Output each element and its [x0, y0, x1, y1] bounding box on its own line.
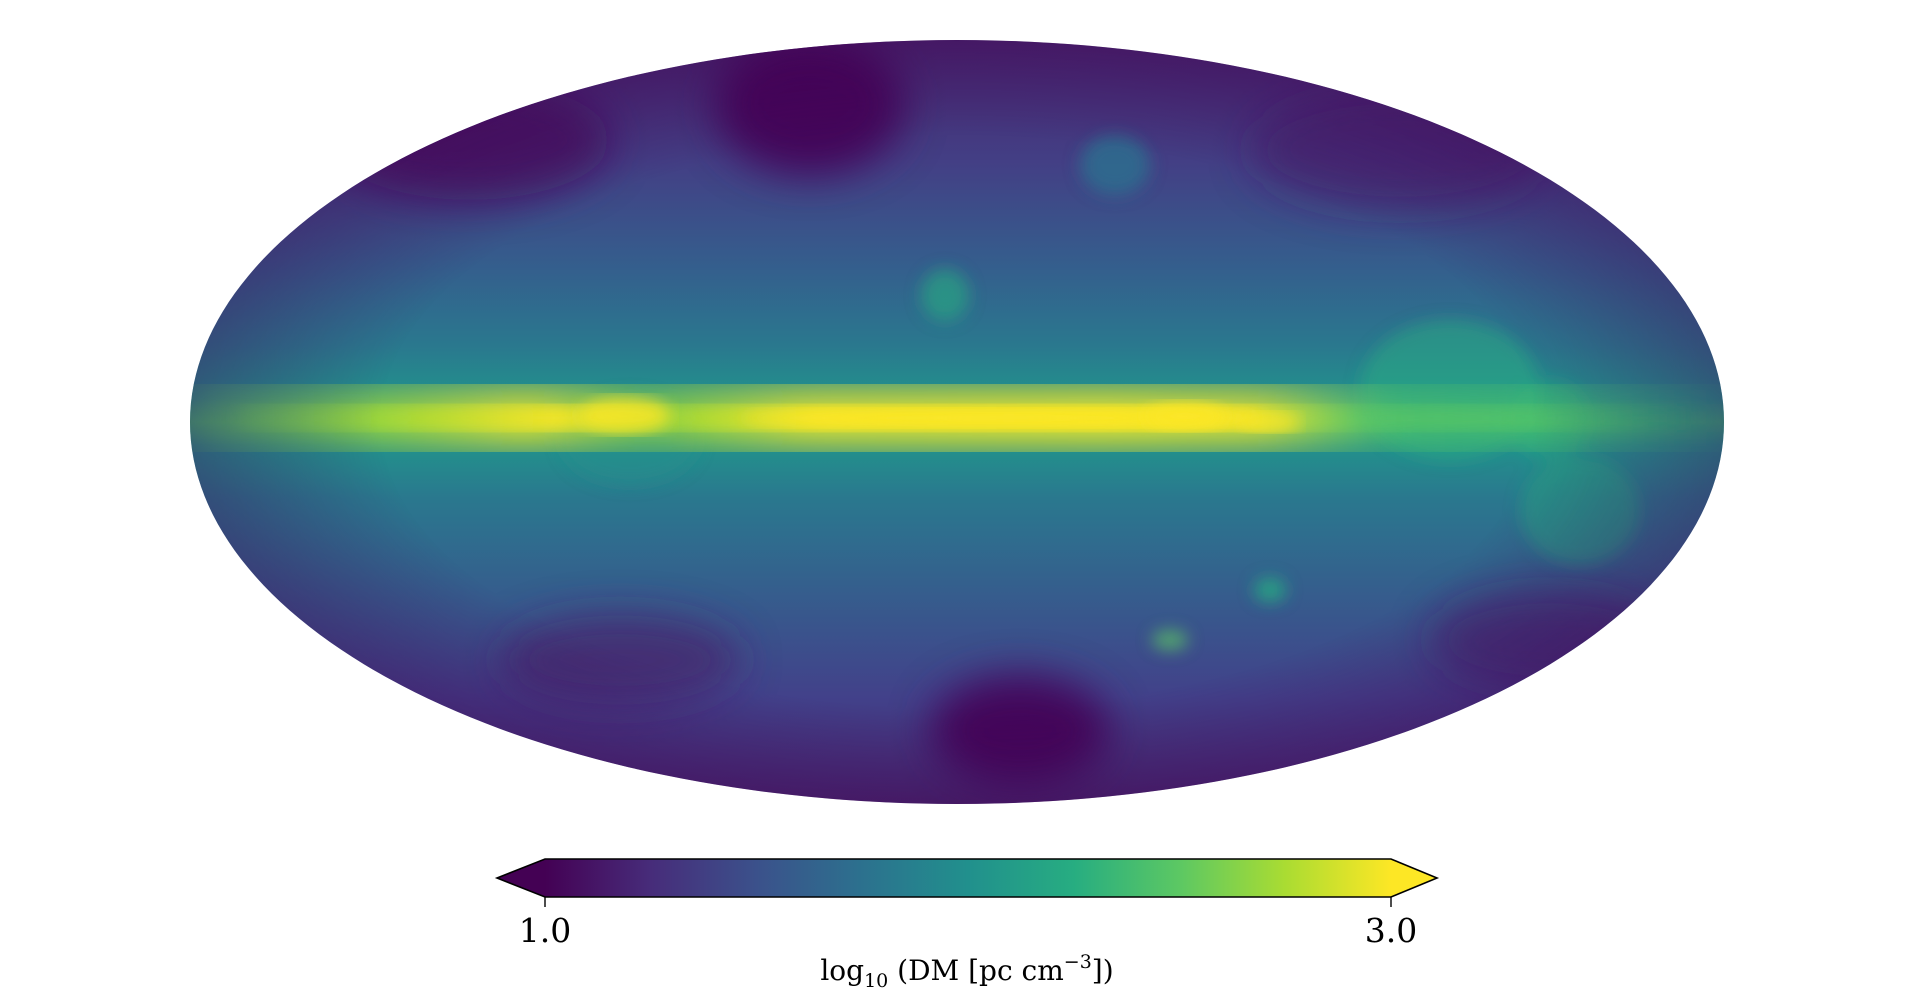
colorbar-label: log10 (DM [pc cm−3]) [820, 951, 1113, 992]
colorbar-label-log: log [820, 954, 864, 987]
colorbar-label-superscript: −3 [1064, 951, 1092, 973]
colorbar-extend-max-arrow [1391, 859, 1437, 897]
mollweide-sky-map [190, 40, 1724, 804]
colorbar-body [545, 859, 1391, 897]
colorbar: 1.0 3.0 log10 (DM [pc cm−3]) [494, 858, 1440, 992]
colorbar-label-end: ]) [1092, 954, 1114, 987]
sky-map-edge-shading [190, 40, 1724, 804]
colorbar-tick-max-label: 3.0 [1365, 911, 1417, 950]
colorbar-label-subscript: 10 [864, 970, 888, 992]
colorbar-extend-min-arrow [497, 859, 545, 897]
colorbar-label-middle: (DM [pc cm [888, 954, 1064, 987]
colorbar-tick-min-label: 1.0 [519, 911, 571, 950]
